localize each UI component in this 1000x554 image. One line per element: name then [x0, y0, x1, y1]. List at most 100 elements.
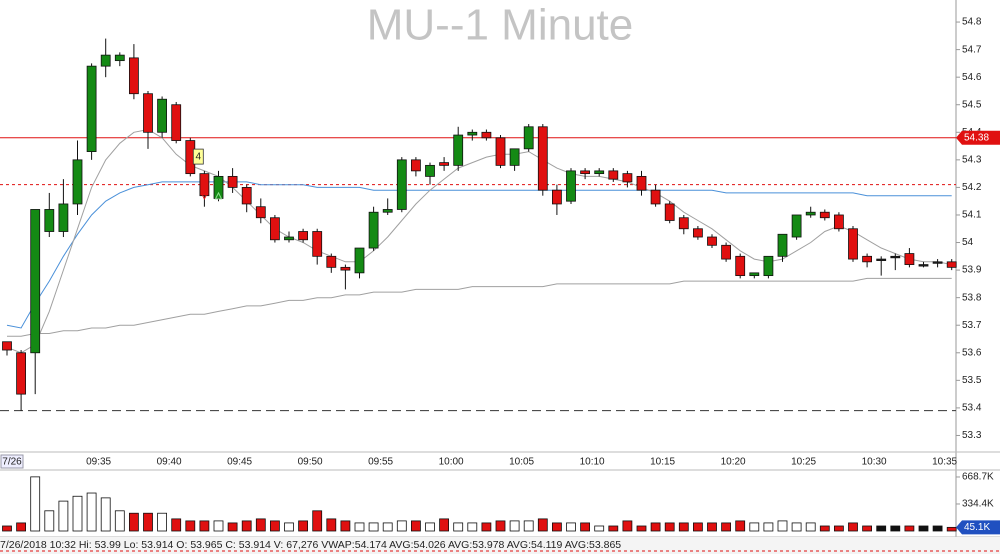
- volume-bar: [241, 520, 252, 532]
- candle-body: [410, 159, 421, 172]
- volume-bar: [2, 525, 12, 532]
- candle-body: [157, 98, 168, 133]
- candle-body: [932, 261, 943, 264]
- candle-body: [594, 170, 605, 175]
- volume-bar: [791, 522, 802, 532]
- volume-bar: [805, 522, 816, 532]
- volume-tick-label: 668.7K: [962, 472, 994, 483]
- candle-body: [100, 54, 111, 67]
- y-tick-label: 54.5: [962, 99, 982, 110]
- y-tick-label: 53.6: [962, 347, 982, 358]
- volume-bar: [918, 525, 929, 532]
- volume-bar: [580, 522, 590, 532]
- volume-bar: [509, 520, 520, 532]
- y-tick-label: 53.9: [962, 265, 982, 276]
- volume-bar: [269, 520, 280, 532]
- volume-bar: [876, 525, 887, 532]
- volume-bar: [946, 526, 957, 532]
- candle-body: [523, 126, 534, 150]
- status-text: 7/26/2018 10:32 Hi: 53.99 Lo: 53.914 O: …: [0, 539, 621, 551]
- candle-body: [918, 264, 929, 267]
- x-tick-label: 10:20: [721, 457, 746, 468]
- volume-bar: [326, 518, 337, 532]
- candle-body: [269, 217, 280, 241]
- volume-bar: [30, 476, 41, 532]
- signal-triangle: [200, 192, 209, 201]
- candle-body: [58, 203, 69, 232]
- volume-bar: [213, 520, 224, 532]
- date-box: [0, 454, 24, 469]
- x-tick-label: 09:35: [86, 457, 111, 468]
- candle-body: [213, 175, 224, 199]
- volume-tick-label: 334.4K: [962, 499, 994, 510]
- moving-average-line: [6, 181, 952, 329]
- volume-bar: [566, 522, 576, 532]
- candle-body: [298, 231, 309, 241]
- volume-bar: [890, 525, 901, 532]
- candle-body: [805, 211, 816, 216]
- candle-body: [678, 217, 689, 230]
- volume-bar: [904, 525, 915, 532]
- y-tick-label: 53.5: [962, 375, 982, 386]
- volume-bar: [650, 522, 661, 532]
- candle-body: [354, 247, 365, 274]
- signal-triangle: [214, 191, 223, 200]
- volume-bar: [227, 522, 238, 532]
- volume-bar: [523, 520, 534, 532]
- x-tick-label: 7/26: [2, 457, 22, 468]
- candle-body: [693, 228, 703, 238]
- candle-body: [368, 211, 379, 249]
- candle-body: [707, 236, 717, 246]
- volume-marker-label: 45.1K: [964, 522, 990, 533]
- volume-bar: [86, 492, 97, 532]
- candle-body: [143, 93, 153, 133]
- x-tick-label: 10:25: [791, 457, 816, 468]
- candle-body: [650, 189, 661, 205]
- volume-bar: [636, 525, 647, 532]
- volume-bar: [735, 520, 746, 532]
- moving-average-line: [7, 277, 952, 337]
- volume-bar: [171, 518, 182, 532]
- y-tick-label: 54.1: [962, 210, 982, 221]
- annotation-box: [192, 148, 204, 165]
- candle-body: [552, 189, 562, 205]
- candle-body: [44, 209, 55, 232]
- volume-bar: [44, 510, 55, 532]
- volume-bar: [763, 522, 774, 532]
- candle-body: [735, 255, 746, 277]
- y-tick-label: 54.7: [962, 44, 982, 55]
- candle-body: [862, 255, 872, 263]
- candle-body: [312, 231, 323, 257]
- candle-body: [721, 244, 731, 260]
- y-tick-label: 54.3: [962, 154, 982, 165]
- volume-bar: [143, 512, 153, 532]
- candle-body: [580, 170, 590, 175]
- volume-bar: [114, 510, 125, 532]
- candle-body: [904, 253, 915, 265]
- y-tick-label: 54.6: [962, 72, 982, 83]
- volume-bar: [312, 510, 323, 532]
- candle-body: [382, 209, 393, 213]
- volume-bar: [848, 522, 858, 532]
- candle-body: [566, 170, 576, 202]
- candle-body: [636, 175, 647, 191]
- volume-bar: [72, 495, 83, 532]
- candle-body: [128, 57, 139, 95]
- candle-body: [396, 159, 407, 210]
- candle-body: [453, 134, 464, 166]
- candle-body: [890, 255, 901, 259]
- volume-bar: [340, 520, 351, 532]
- volume-bar: [255, 518, 266, 532]
- volume-bar: [834, 525, 844, 532]
- x-tick-label: 10:00: [439, 457, 464, 468]
- volume-bar: [16, 522, 27, 532]
- volume-bar: [368, 522, 379, 532]
- x-tick-label: 10:05: [509, 457, 534, 468]
- candle-body: [16, 352, 27, 395]
- volume-bar: [467, 522, 478, 532]
- y-tick-label: 53.3: [962, 430, 982, 441]
- y-tick-label: 53.7: [962, 320, 982, 331]
- x-tick-label: 09:50: [298, 457, 323, 468]
- price-marker-label: 54.38: [964, 132, 989, 143]
- candle-body: [509, 148, 520, 166]
